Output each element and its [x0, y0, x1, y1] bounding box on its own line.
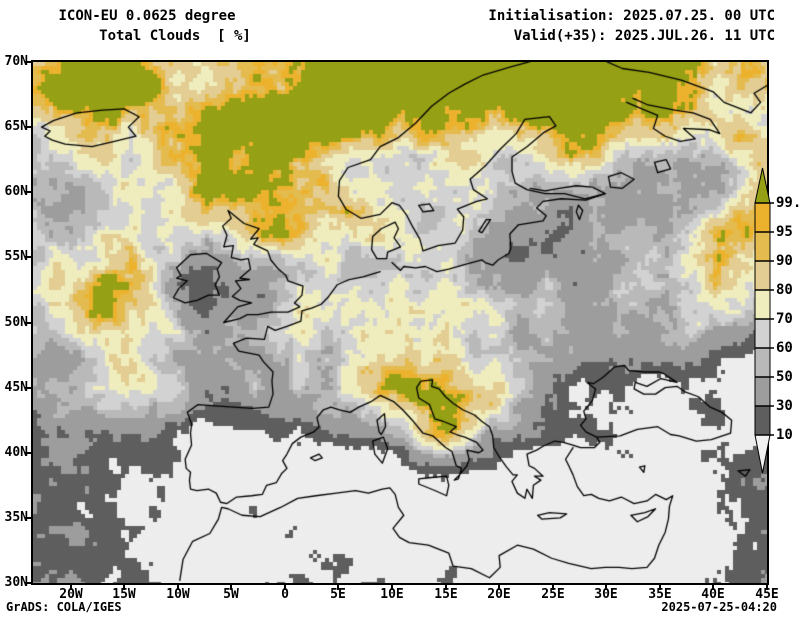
lon-tick-label: 35E	[648, 587, 672, 602]
lon-tick-mark	[70, 585, 72, 590]
lon-tick-mark	[766, 585, 768, 590]
lon-tick-label: 5W	[223, 587, 239, 602]
legend-level-label: 80	[776, 282, 793, 298]
product-title: Total Clouds [ %]	[99, 28, 251, 44]
legend-level-label: 70	[776, 311, 793, 327]
initialisation-line: Initialisation: 2025.07.25. 00 UTC	[488, 8, 775, 24]
lat-tick-mark	[25, 452, 31, 454]
lon-tick-label: 20E	[487, 587, 511, 602]
lon-tick-mark	[445, 585, 447, 590]
creation-timestamp: 2025-07-25-04:20	[661, 600, 777, 614]
lon-tick-label: 20W	[59, 587, 83, 602]
lon-tick-mark	[498, 585, 500, 590]
legend-colorbar	[754, 167, 774, 474]
lat-tick-mark	[25, 582, 31, 584]
lon-tick-mark	[337, 585, 339, 590]
grads-credit: GrADS: COLA/IGES	[6, 600, 122, 614]
cloud-cover-map	[33, 62, 767, 583]
lon-tick-label: 45E	[755, 587, 779, 602]
lon-tick-label: 0	[281, 587, 289, 602]
lon-tick-mark	[712, 585, 714, 590]
lat-tick-label: 50N	[4, 315, 28, 330]
lat-tick-label: 60N	[4, 184, 28, 199]
valid-line: Valid(+35): 2025.JUL.26. 11 UTC	[513, 28, 775, 44]
lon-tick-mark	[123, 585, 125, 590]
lon-tick-label: 30E	[594, 587, 618, 602]
lat-tick-mark	[25, 387, 31, 389]
lon-tick-label: 25E	[541, 587, 565, 602]
legend-level-label: 90	[776, 253, 793, 269]
legend-level-label: 50	[776, 369, 793, 385]
legend-level-label: 99.5	[776, 195, 800, 211]
lat-tick-label: 35N	[4, 510, 28, 525]
lat-tick-mark	[25, 256, 31, 258]
legend-level-label: 95	[776, 224, 793, 240]
lon-tick-label: 15W	[112, 587, 136, 602]
lat-tick-mark	[25, 126, 31, 128]
lon-tick-label: 10W	[166, 587, 190, 602]
lon-tick-mark	[230, 585, 232, 590]
lat-tick-mark	[25, 517, 31, 519]
lat-tick-mark	[25, 322, 31, 324]
lat-tick-label: 30N	[4, 575, 28, 590]
lon-tick-label: 5E	[330, 587, 346, 602]
lat-tick-label: 70N	[4, 54, 28, 69]
lon-tick-label: 40E	[701, 587, 725, 602]
lat-tick-label: 40N	[4, 445, 28, 460]
legend-level-label: 10	[776, 427, 793, 443]
lat-tick-mark	[25, 191, 31, 193]
model-title: ICON-EU 0.0625 degree	[58, 8, 236, 24]
lon-tick-mark	[605, 585, 607, 590]
lon-tick-label: 10E	[380, 587, 404, 602]
lat-tick-mark	[25, 61, 31, 63]
lon-tick-mark	[391, 585, 393, 590]
legend-level-label: 60	[776, 340, 793, 356]
lon-tick-mark	[177, 585, 179, 590]
lon-tick-mark	[659, 585, 661, 590]
lat-tick-label: 65N	[4, 119, 28, 134]
lon-tick-mark	[284, 585, 286, 590]
lon-tick-label: 15E	[434, 587, 458, 602]
lon-tick-mark	[552, 585, 554, 590]
legend-level-label: 30	[776, 398, 793, 414]
lat-tick-label: 55N	[4, 249, 28, 264]
lat-tick-label: 45N	[4, 380, 28, 395]
